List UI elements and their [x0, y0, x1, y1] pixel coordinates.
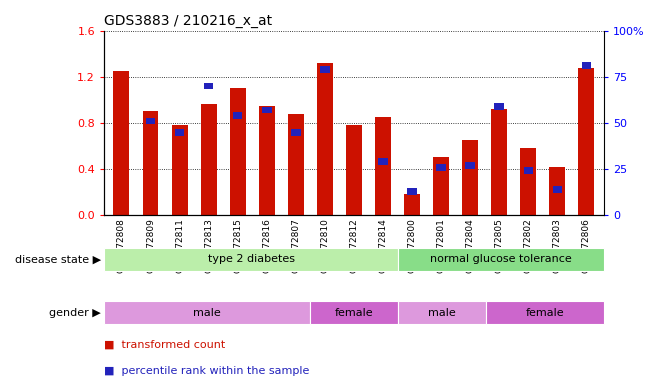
Bar: [578, 68, 595, 215]
Bar: [291, 129, 301, 136]
Text: male: male: [193, 308, 221, 318]
Bar: [259, 106, 274, 215]
Bar: [486, 301, 604, 324]
Bar: [104, 248, 398, 271]
Bar: [174, 129, 185, 136]
Text: type 2 diabetes: type 2 diabetes: [207, 254, 295, 264]
Bar: [398, 301, 486, 324]
Bar: [320, 66, 329, 73]
Bar: [466, 162, 475, 169]
Bar: [404, 194, 420, 215]
Text: gender ▶: gender ▶: [49, 308, 101, 318]
Bar: [113, 71, 130, 215]
Bar: [104, 215, 604, 232]
Bar: [104, 301, 310, 324]
Bar: [201, 104, 217, 215]
Bar: [378, 158, 388, 165]
Bar: [520, 148, 536, 215]
Bar: [172, 125, 188, 215]
Bar: [491, 109, 507, 215]
Bar: [407, 188, 417, 195]
Text: male: male: [428, 308, 456, 318]
Bar: [398, 248, 604, 271]
Bar: [262, 106, 272, 113]
Text: female: female: [335, 308, 373, 318]
Bar: [233, 112, 242, 119]
Bar: [550, 167, 566, 215]
Text: ■  transformed count: ■ transformed count: [104, 339, 225, 349]
Bar: [495, 103, 504, 110]
Bar: [375, 117, 391, 215]
Bar: [553, 186, 562, 193]
Bar: [204, 83, 213, 89]
Text: disease state ▶: disease state ▶: [15, 254, 101, 264]
Bar: [288, 114, 304, 215]
Bar: [436, 164, 446, 170]
Bar: [582, 62, 591, 69]
Bar: [462, 140, 478, 215]
Text: normal glucose tolerance: normal glucose tolerance: [430, 254, 572, 264]
Bar: [146, 118, 155, 124]
Bar: [433, 157, 449, 215]
Bar: [523, 167, 533, 174]
Text: ■  percentile rank within the sample: ■ percentile rank within the sample: [104, 366, 309, 376]
Bar: [310, 301, 398, 324]
Text: GDS3883 / 210216_x_at: GDS3883 / 210216_x_at: [104, 14, 272, 28]
Bar: [229, 88, 246, 215]
Bar: [317, 63, 333, 215]
Text: female: female: [526, 308, 564, 318]
Bar: [346, 125, 362, 215]
Bar: [142, 111, 158, 215]
